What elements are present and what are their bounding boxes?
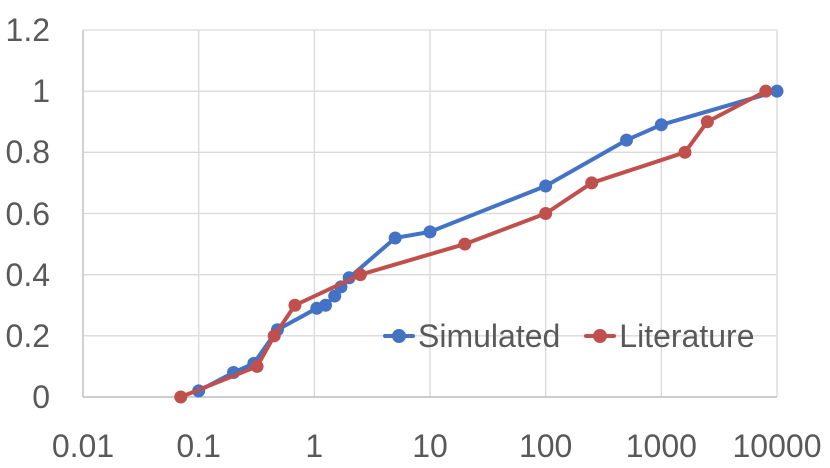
x-axis-tick-label: 10000 bbox=[732, 428, 822, 464]
series-literature-marker bbox=[678, 145, 692, 159]
y-axis-tick-label: 0.8 bbox=[5, 134, 50, 171]
x-axis-tick-label: 1 bbox=[305, 428, 324, 464]
legend-label: Literature bbox=[619, 318, 755, 354]
series-simulated-marker bbox=[388, 231, 402, 245]
y-axis-tick-label: 0.6 bbox=[5, 195, 50, 232]
series-simulated-marker bbox=[423, 225, 437, 239]
legend-dot-icon bbox=[392, 329, 406, 343]
series-simulated-marker bbox=[770, 84, 784, 98]
series-literature-marker bbox=[759, 84, 773, 98]
legend-item-literature: Literature bbox=[584, 320, 754, 352]
literature-legend-marker-icon bbox=[584, 329, 617, 343]
legend-item-simulated: Simulated bbox=[383, 320, 560, 352]
series-simulated-marker bbox=[654, 118, 668, 132]
series-literature-marker bbox=[539, 207, 553, 220]
series-literature-marker bbox=[288, 298, 302, 312]
series-simulated-marker bbox=[620, 133, 634, 147]
x-axis-tick-label: 0.01 bbox=[51, 428, 115, 464]
x-axis-tick-label: 1000 bbox=[625, 428, 697, 464]
y-axis-tick-label: 0.2 bbox=[5, 317, 50, 354]
series-literature-marker bbox=[353, 268, 367, 282]
legend: Simulated Literature bbox=[383, 320, 754, 352]
simulated-legend-marker-icon bbox=[383, 329, 415, 343]
series-simulated-marker bbox=[328, 289, 342, 303]
series-literature-marker bbox=[458, 237, 472, 251]
x-axis-tick-label: 0.1 bbox=[176, 428, 221, 464]
series-literature-marker bbox=[267, 329, 281, 343]
y-axis-tick-label: 0.4 bbox=[5, 256, 50, 293]
y-axis-tick-label: 0 bbox=[32, 379, 50, 415]
legend-label: Simulated bbox=[418, 318, 561, 354]
series-simulated-marker bbox=[319, 298, 333, 312]
legend-dot-icon bbox=[593, 329, 608, 343]
series-literature-marker bbox=[250, 359, 264, 373]
y-axis-tick-label: 1.2 bbox=[5, 12, 50, 48]
x-axis-tick-label: 10 bbox=[412, 428, 448, 464]
y-axis-tick-label: 1 bbox=[32, 73, 50, 110]
series-simulated-marker bbox=[539, 179, 553, 193]
series-literature-marker bbox=[700, 115, 714, 129]
series-literature-marker bbox=[585, 176, 599, 190]
x-axis-tick-label: 100 bbox=[518, 428, 573, 464]
series-literature-marker bbox=[174, 390, 188, 404]
